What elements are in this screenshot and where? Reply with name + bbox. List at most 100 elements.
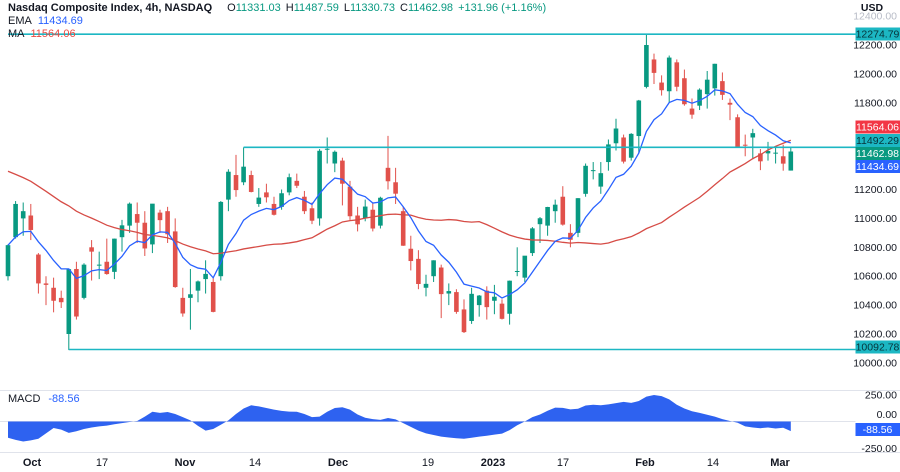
candle <box>180 287 186 317</box>
low-label: L <box>343 2 350 14</box>
candle <box>96 251 102 280</box>
candle-body <box>636 100 642 137</box>
macd-indicator-row[interactable]: MACD -88.56 <box>8 393 80 405</box>
ma-indicator-row[interactable]: MA 11564.06 <box>8 28 546 41</box>
candle-body <box>43 283 49 285</box>
candle-body <box>552 204 558 212</box>
candle <box>621 134 626 164</box>
price-axis-label: 10000.00 <box>853 357 897 369</box>
price-badge: 11462.98 <box>855 147 900 160</box>
ema-indicator-row[interactable]: EMA 11434.69 <box>8 15 546 28</box>
candle-body <box>20 211 26 219</box>
price-axis-label: 11200.00 <box>854 184 897 196</box>
candle <box>720 72 725 100</box>
price-badge-bg <box>855 160 900 173</box>
open-value: 11331.03 <box>235 2 281 14</box>
candle <box>20 202 26 236</box>
candle-body <box>522 255 528 278</box>
price-badge-text: 11564.06 <box>856 122 899 134</box>
macd-axis[interactable]: 250.00 0.00 -250.00 -88.56 <box>855 390 900 456</box>
candle-body <box>727 102 733 105</box>
price-badge-text: 11434.69 <box>856 161 899 173</box>
candle-body <box>674 62 680 87</box>
candle-body <box>575 198 581 233</box>
candle <box>157 209 163 233</box>
candle <box>51 277 56 313</box>
candle-body <box>514 270 520 272</box>
plot-area[interactable] <box>0 33 856 442</box>
candle-body <box>142 222 148 249</box>
time-axis-label: 14 <box>707 457 719 469</box>
candle <box>416 250 421 290</box>
macd-badge: -88.56 <box>855 423 900 436</box>
candle <box>324 137 330 164</box>
price-badge-bg <box>855 340 900 354</box>
candle <box>788 147 794 171</box>
candle-body <box>651 59 657 73</box>
time-axis-label: Mar <box>770 457 790 469</box>
time-axis[interactable]: Oct 17 Nov 14 Dec 19 2023 17 Feb 14 Mar <box>23 457 791 469</box>
candle <box>127 202 132 233</box>
candle-body <box>545 206 550 226</box>
candle <box>119 219 125 252</box>
candle <box>454 289 459 314</box>
candle-body <box>476 295 482 306</box>
candle <box>636 99 642 154</box>
candle-body <box>780 156 786 164</box>
candle-body <box>96 264 102 266</box>
price-badge: 10092.78 <box>855 340 900 354</box>
high-label: H <box>285 2 294 14</box>
candle-body <box>461 309 467 333</box>
ema-value: 11434.69 <box>37 15 83 27</box>
price-badge: 11434.69 <box>855 160 900 173</box>
candle-body <box>408 248 414 262</box>
candle-body <box>704 79 710 95</box>
candle-body <box>438 267 444 295</box>
candle <box>74 261 79 320</box>
candle-body <box>628 133 634 158</box>
candle <box>469 287 474 324</box>
macd-badge-bg <box>855 423 900 436</box>
candle <box>537 216 543 243</box>
candle-body <box>203 273 208 280</box>
candle-body <box>195 281 201 291</box>
candle <box>195 280 201 303</box>
candle <box>598 162 604 194</box>
candle-body <box>13 203 18 238</box>
candle <box>150 203 155 254</box>
high-value: 11487.59 <box>293 2 339 14</box>
candle-body <box>606 144 611 163</box>
candle-body <box>590 170 596 172</box>
ema-label: EMA <box>8 15 32 27</box>
time-axis-label: Oct <box>23 457 42 469</box>
candle <box>58 290 64 308</box>
candle <box>36 253 41 294</box>
macd-axis-label: 0.00 <box>877 409 898 421</box>
candle <box>134 202 140 243</box>
candle-body <box>537 218 543 225</box>
candle-body <box>233 175 239 191</box>
price-badge-bg <box>855 120 900 134</box>
candle <box>248 170 254 193</box>
symbol-row[interactable]: Nasdaq Composite Index, 4h, NASDAQ O11331… <box>8 2 546 15</box>
candle <box>461 299 467 333</box>
candle <box>302 190 307 215</box>
time-axis-label: Dec <box>328 457 348 469</box>
change-value: +131.96 (+1.16%) <box>458 2 547 14</box>
candle-body <box>89 247 94 252</box>
candle-body <box>332 151 338 164</box>
candle-body <box>773 152 778 154</box>
candle <box>697 88 702 111</box>
candle-body <box>613 128 619 144</box>
candle-body <box>378 197 383 226</box>
candle <box>651 53 657 85</box>
candle-body <box>309 208 315 221</box>
time-axis-label: 2023 <box>481 457 505 469</box>
candle <box>5 244 11 281</box>
candle <box>765 141 771 161</box>
currency-label: USD <box>861 2 884 14</box>
candle-body <box>340 160 345 184</box>
candle <box>264 183 269 203</box>
